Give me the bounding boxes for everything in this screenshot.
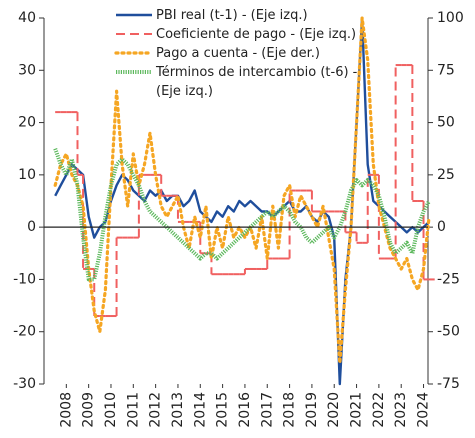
x-tick-label: 2011 bbox=[125, 392, 141, 428]
y-tick-label: -10 bbox=[13, 271, 36, 287]
y2-tick-label: 50 bbox=[437, 115, 455, 131]
x-tick-label: 2022 bbox=[371, 392, 387, 428]
legend-swatch bbox=[116, 33, 152, 35]
y-tick-label: 40 bbox=[18, 10, 36, 26]
x-tick-label: 2017 bbox=[259, 392, 275, 428]
y-tick-label: 0 bbox=[27, 219, 36, 235]
x-tick-label: 2013 bbox=[170, 392, 186, 428]
x-tick-label: 2019 bbox=[304, 392, 320, 428]
legend-swatch bbox=[116, 13, 152, 17]
x-tick-label: 2018 bbox=[282, 392, 298, 428]
y-tick-label: -20 bbox=[13, 324, 36, 340]
legend-label: Coeficiente de pago - (Eje izq.) bbox=[156, 27, 357, 42]
x-tick-label: 2010 bbox=[103, 392, 119, 428]
legend-label: Pago a cuenta - (Eje der.) bbox=[156, 46, 320, 61]
legend-label: Términos de intercambio (t-6) - (Eje izq… bbox=[156, 65, 358, 99]
y2-tick-label: -25 bbox=[437, 271, 460, 287]
y2-tick-label: -50 bbox=[437, 324, 460, 340]
legend-item: Coeficiente de pago - (Eje izq.) bbox=[114, 25, 376, 44]
legend-item: PBI real (t-1) - (Eje izq.) bbox=[114, 6, 376, 25]
x-tick-label: 2024 bbox=[416, 392, 432, 428]
y2-tick-label: -75 bbox=[437, 376, 460, 392]
legend-swatch bbox=[114, 51, 154, 55]
y-tick-label: 10 bbox=[18, 167, 36, 183]
y2-tick-label: 100 bbox=[437, 10, 464, 26]
y2-tick-label: 0 bbox=[437, 219, 446, 235]
legend-item: Términos de intercambio (t-6) - (Eje izq… bbox=[114, 63, 376, 101]
x-tick-label: 2008 bbox=[58, 392, 74, 428]
x-tick-label: 2021 bbox=[349, 392, 365, 428]
legend: PBI real (t-1) - (Eje izq.) Coeficiente d… bbox=[114, 6, 376, 101]
x-tick-label: 2023 bbox=[393, 392, 409, 428]
x-tick-label: 2015 bbox=[215, 392, 231, 428]
x-tick-label: 2020 bbox=[326, 392, 342, 428]
y2-tick-label: 75 bbox=[437, 62, 455, 78]
y-tick-label: -30 bbox=[13, 376, 36, 392]
y2-tick-label: 25 bbox=[437, 167, 455, 183]
legend-label: PBI real (t-1) - (Eje izq.) bbox=[156, 8, 308, 23]
x-tick-label: 2014 bbox=[192, 392, 208, 428]
series-line bbox=[54, 16, 430, 386]
y-tick-label: 20 bbox=[18, 115, 36, 131]
x-tick-label: 2009 bbox=[81, 392, 97, 428]
y-tick-label: 30 bbox=[18, 62, 36, 78]
series-line bbox=[53, 148, 431, 282]
legend-swatch bbox=[116, 70, 152, 74]
x-tick-label: 2016 bbox=[237, 392, 253, 428]
x-tick-label: 2012 bbox=[148, 392, 164, 428]
legend-item: Pago a cuenta - (Eje der.) bbox=[114, 44, 376, 63]
